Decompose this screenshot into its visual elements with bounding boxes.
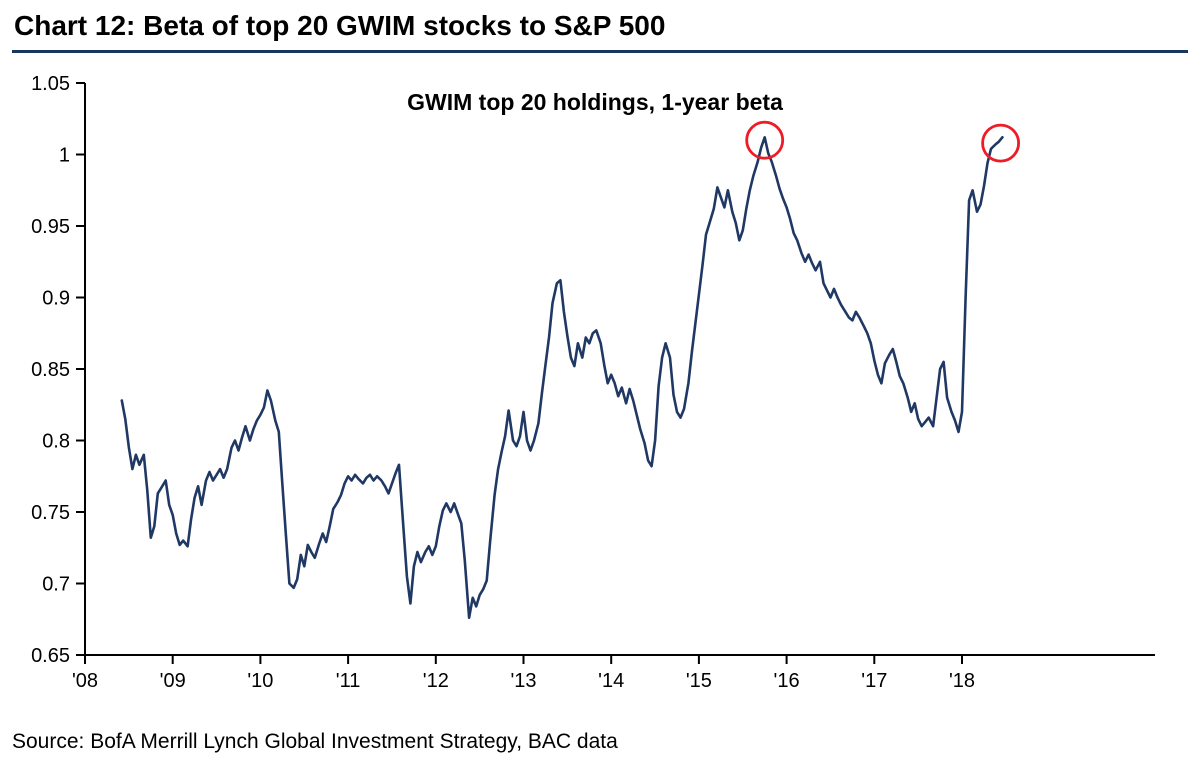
x-axis-tick-label: '16 — [774, 670, 800, 692]
beta-series-line — [120, 136, 1004, 620]
x-axis-tick-label: '10 — [247, 670, 273, 692]
y-axis-tick-label: 0.9 — [42, 288, 70, 310]
y-axis-tick-label: 0.65 — [31, 645, 70, 667]
y-axis-tick-label: 0.8 — [42, 431, 70, 453]
chart-inner-title: GWIM top 20 holdings, 1-year beta — [407, 89, 783, 115]
x-axis-tick-label: '18 — [949, 670, 975, 692]
y-axis-tick-label: 1 — [59, 145, 70, 167]
y-axis-tick-label: 0.75 — [31, 502, 70, 524]
title-underline — [12, 50, 1188, 53]
x-axis-tick-label: '08 — [72, 670, 98, 692]
highlight-circle-icon — [981, 123, 1020, 163]
x-axis-tick-label: '12 — [423, 670, 449, 692]
x-axis-tick-label: '15 — [686, 670, 712, 692]
beta-line-chart: GWIM top 20 holdings, 1-year beta 0.65 0.… — [31, 73, 1155, 692]
page-title: Chart 12: Beta of top 20 GWIM stocks to … — [14, 10, 666, 41]
y-axis-tick-label: 0.7 — [42, 574, 70, 596]
x-axis-tick-label: '14 — [598, 670, 624, 692]
x-axis-tick-label: '17 — [861, 670, 887, 692]
chart-area: GWIM top 20 holdings, 1-year beta 0.65 0.… — [0, 55, 1200, 720]
y-axis-tick-label: 0.95 — [31, 216, 70, 238]
source-note: Source: BofA Merrill Lynch Global Invest… — [12, 730, 618, 753]
y-axis-tick-label: 0.85 — [31, 359, 70, 381]
x-axis-tick-label: '09 — [160, 670, 186, 692]
chart-header: Chart 12: Beta of top 20 GWIM stocks to … — [0, 0, 1200, 53]
x-axis-tick-label: '13 — [510, 670, 536, 692]
highlight-circle-icon — [745, 120, 785, 160]
x-axis-tick-label: '11 — [336, 670, 361, 692]
y-axis-tick-label: 1.05 — [31, 73, 70, 95]
